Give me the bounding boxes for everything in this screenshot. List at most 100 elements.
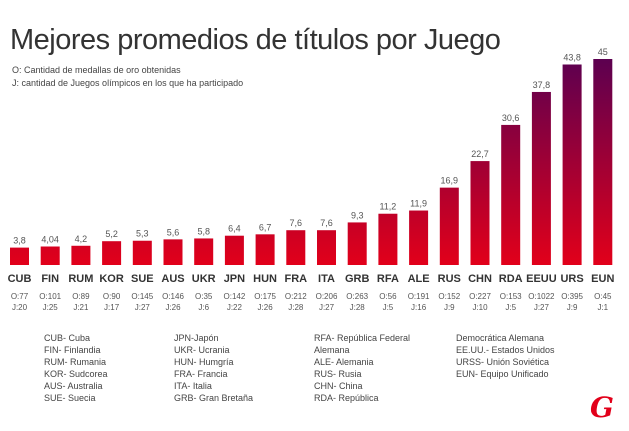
value-label-ukr: 5,8	[197, 226, 210, 236]
subtitle-games-note: J: cantidad de Juegos olímpicos en los q…	[12, 78, 244, 88]
bar-ale	[409, 210, 429, 265]
bar-fin	[40, 246, 60, 265]
category-label-rum: RUM	[68, 273, 93, 285]
bar-grb	[347, 222, 367, 265]
gold-count-sue: O:145	[131, 292, 153, 301]
category-label-fin: FIN	[41, 273, 59, 285]
value-label-rfa: 11,2	[379, 202, 396, 212]
bar-rus	[439, 187, 459, 265]
bar-rfa	[378, 213, 398, 265]
value-label-rda: 30,6	[502, 113, 520, 123]
gold-count-rus: O:152	[438, 292, 460, 301]
legend-entry: AUS- Australia	[44, 381, 103, 391]
value-label-eeuu: 37,8	[533, 80, 551, 90]
gold-count-fin: O:101	[39, 292, 61, 301]
bar-rda	[501, 124, 521, 265]
legend-entry: RFA- República Federal	[314, 333, 411, 343]
category-label-kor: KOR	[99, 273, 124, 285]
value-label-cub: 3,8	[13, 236, 26, 246]
value-label-rus: 16,9	[441, 176, 459, 186]
value-label-ita: 7,6	[320, 218, 333, 228]
bar-sue	[132, 240, 152, 265]
legend-entry: GRB- Gran Bretaña	[174, 393, 254, 403]
gold-count-grb: O:263	[346, 292, 368, 301]
legend-entry: Democrática Alemana	[456, 333, 545, 343]
bar-ukr	[194, 238, 214, 265]
games-count-rda: J:5	[505, 303, 516, 312]
bar-hun	[255, 234, 275, 265]
category-label-aus: AUS	[161, 273, 184, 285]
bar-ita	[317, 230, 336, 265]
bar-cub	[10, 247, 29, 265]
games-count-rum: J:21	[73, 303, 89, 312]
bar-eun	[593, 59, 613, 265]
legend-entry: CHN- China	[314, 381, 363, 391]
bar-urs	[562, 64, 582, 265]
value-label-urs: 43,8	[563, 52, 581, 62]
games-count-aus: J:26	[165, 303, 181, 312]
games-count-fra: J:28	[288, 303, 304, 312]
value-label-sue: 5,3	[136, 229, 149, 239]
legend-entry: ALE- Alemania	[314, 357, 374, 367]
gold-count-eun: O:45	[594, 292, 612, 301]
bar-fra	[286, 230, 306, 265]
legend-entry: URSS- Unión Soviética	[456, 357, 550, 367]
gold-count-cub: O:77	[11, 292, 29, 301]
legend-entry: HUN- Humgría	[174, 357, 234, 367]
category-label-eeuu: EEUU	[526, 273, 557, 285]
category-label-grb: GRB	[345, 273, 370, 285]
games-count-cub: J:20	[12, 303, 28, 312]
games-count-grb: J:28	[350, 303, 366, 312]
category-label-ita: ITA	[318, 273, 335, 285]
games-count-urs: J:9	[567, 303, 578, 312]
gold-count-aus: O:146	[162, 292, 184, 301]
legend-entry: EE.UU.- Estados Unidos	[456, 345, 555, 355]
games-count-hun: J:26	[258, 303, 274, 312]
brand-logo: G	[590, 391, 614, 424]
legend-entry: FIN- Finlandia	[44, 345, 101, 355]
bar-aus	[163, 239, 183, 265]
gold-count-kor: O:90	[103, 292, 121, 301]
games-count-rfa: J:5	[383, 303, 394, 312]
value-label-fra: 7,6	[290, 218, 303, 228]
category-label-ukr: UKR	[192, 273, 216, 285]
category-label-rda: RDA	[499, 273, 523, 285]
games-count-ita: J:27	[319, 303, 335, 312]
gold-count-urs: O:395	[561, 292, 583, 301]
category-label-hun: HUN	[253, 273, 277, 285]
gold-count-ale: O:191	[408, 292, 430, 301]
gold-count-rfa: O:56	[379, 292, 397, 301]
bar-jpn	[224, 235, 244, 265]
games-count-rus: J:9	[444, 303, 455, 312]
value-label-jpn: 6,4	[228, 224, 241, 234]
bar-chn	[470, 161, 490, 265]
category-label-sue: SUE	[131, 273, 154, 285]
legend-entry: ITA- Italia	[174, 381, 212, 391]
games-count-eun: J:1	[597, 303, 608, 312]
category-label-urs: URS	[560, 273, 583, 285]
gold-count-rda: O:153	[500, 292, 522, 301]
bar-kor	[102, 241, 122, 265]
legend-entry: SUE- Suecia	[44, 393, 96, 403]
bar-eeuu	[531, 91, 551, 266]
value-label-kor: 5,2	[105, 229, 118, 239]
value-label-aus: 5,6	[167, 227, 180, 237]
games-count-ukr: J:6	[198, 303, 209, 312]
category-label-eun: EUN	[591, 273, 614, 285]
gold-count-eeuu: O:1022	[528, 292, 555, 301]
category-label-ale: ALE	[408, 273, 430, 285]
category-label-chn: CHN	[468, 273, 492, 285]
games-count-jpn: J:22	[227, 303, 243, 312]
gold-count-ukr: O:35	[195, 292, 213, 301]
games-count-eeuu: J:27	[534, 303, 550, 312]
value-label-rum: 4,2	[75, 234, 88, 244]
legend-entry: KOR- Sudcorea	[44, 369, 108, 379]
chart-title: Mejores promedios de títulos por Juego	[10, 24, 501, 56]
legend-entry: CUB- Cuba	[44, 333, 91, 343]
legend-entry: UKR- Ucrania	[174, 345, 230, 355]
games-count-fin: J:25	[43, 303, 59, 312]
legend-entry: Alemana	[314, 345, 350, 355]
category-label-jpn: JPN	[224, 273, 245, 285]
subtitle-gold-note: O: Cantidad de medallas de oro obtenidas	[12, 65, 181, 75]
